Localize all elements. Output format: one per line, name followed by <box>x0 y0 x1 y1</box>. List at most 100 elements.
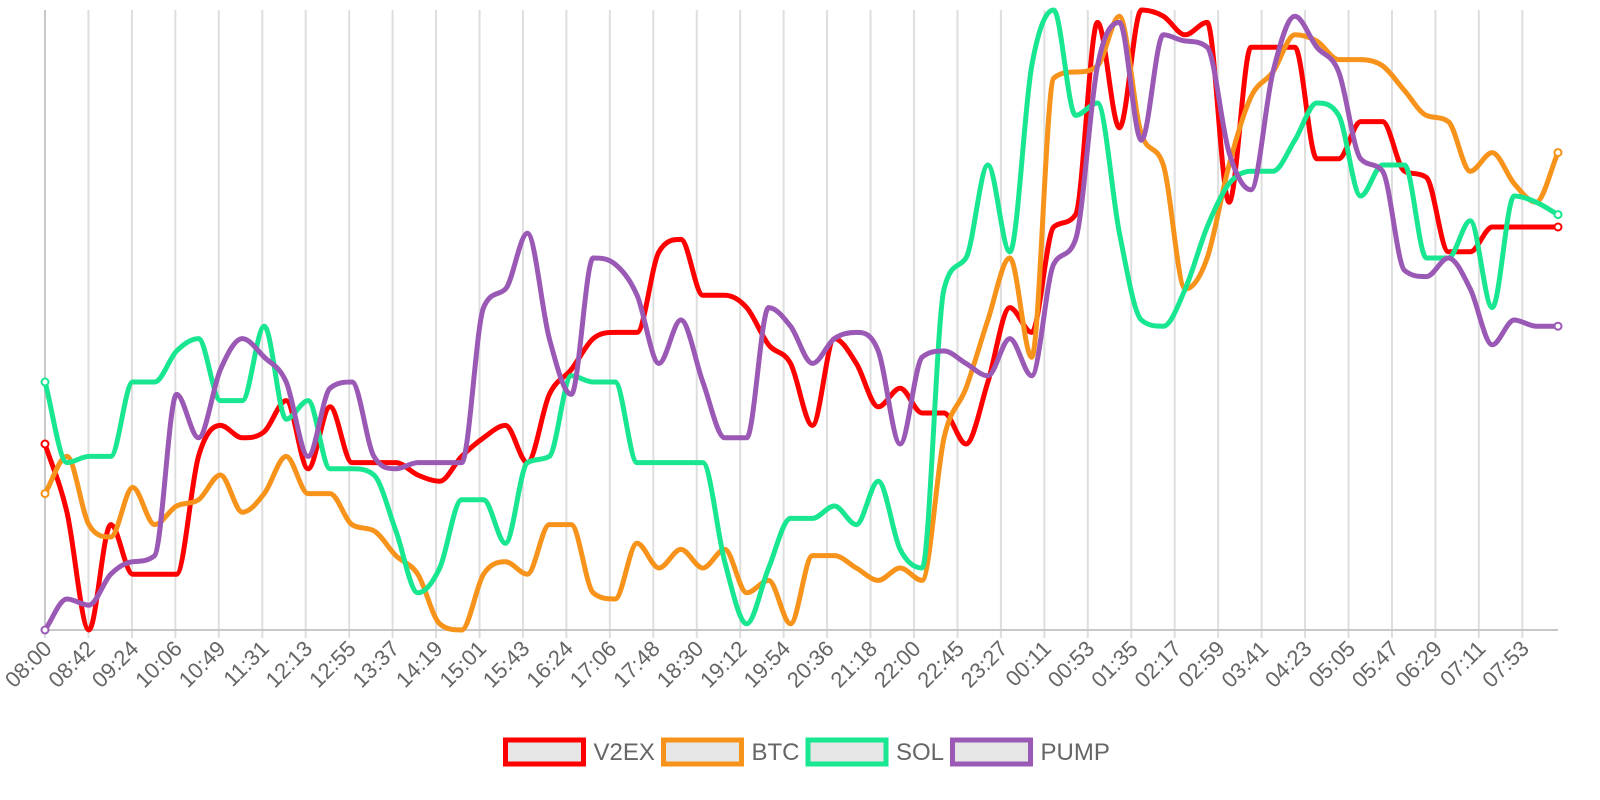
data-point <box>415 472 420 478</box>
x-tick-label: 08:00 <box>0 636 57 693</box>
legend-swatch <box>950 737 1033 767</box>
data-point <box>832 336 837 341</box>
data-point <box>678 317 684 323</box>
x-tick-label: 01:35 <box>1086 636 1143 693</box>
legend-item-v2ex[interactable]: V2EX <box>503 737 655 767</box>
legend-swatch <box>503 737 586 767</box>
data-point <box>897 547 903 552</box>
data-point <box>327 404 333 409</box>
data-point <box>371 472 377 478</box>
data-point <box>1314 156 1320 161</box>
data-point <box>1292 138 1298 143</box>
data-point <box>262 324 267 329</box>
data-point <box>415 572 420 577</box>
data-point <box>963 441 969 447</box>
data-point <box>64 596 70 602</box>
data-point <box>40 439 50 449</box>
data-point <box>612 379 618 385</box>
data-point <box>569 392 574 397</box>
data-point <box>1139 138 1144 143</box>
data-point <box>1490 224 1495 230</box>
data-point <box>590 590 596 595</box>
data-point <box>1380 119 1385 124</box>
x-tick-label: 23:27 <box>956 636 1013 693</box>
data-point <box>1511 317 1517 323</box>
data-point <box>876 479 881 484</box>
x-tick-label: 19:12 <box>695 636 752 693</box>
legend-item-btc[interactable]: BTC <box>661 737 800 767</box>
data-point <box>40 489 50 499</box>
data-point <box>1424 255 1429 261</box>
data-point <box>284 417 289 422</box>
data-point <box>40 625 50 635</box>
legend-item-pump[interactable]: PUMP <box>950 737 1110 767</box>
data-point <box>218 472 223 478</box>
data-point <box>1511 193 1517 199</box>
data-point <box>1336 57 1341 62</box>
data-point <box>1248 94 1254 100</box>
data-point <box>919 355 925 360</box>
data-point <box>985 373 991 378</box>
data-point <box>262 429 267 434</box>
data-point <box>985 379 991 385</box>
x-tick-label: 14:19 <box>391 636 448 693</box>
data-point <box>174 348 179 354</box>
series-v2ex <box>40 7 1563 633</box>
data-point <box>1226 162 1232 168</box>
data-point <box>1553 148 1563 158</box>
data-point <box>1139 7 1144 13</box>
data-point <box>634 330 640 335</box>
data-point <box>1533 200 1539 205</box>
data-point <box>481 572 486 577</box>
data-point <box>503 423 508 428</box>
data-point <box>349 379 355 385</box>
x-tick-label: 18:30 <box>652 636 709 693</box>
data-point <box>788 516 793 521</box>
data-point <box>393 466 399 471</box>
legend-label: V2EX <box>594 739 655 766</box>
data-point <box>503 559 508 564</box>
data-point <box>349 522 355 527</box>
legend-item-sol[interactable]: SOL <box>805 737 944 767</box>
data-point <box>1051 224 1056 230</box>
data-point <box>547 336 552 341</box>
legend-swatch <box>805 737 889 767</box>
x-tick-label: 07:11 <box>1435 636 1490 691</box>
data-point <box>349 466 355 471</box>
data-point <box>1073 212 1078 217</box>
data-point <box>327 386 333 391</box>
data-point <box>393 460 399 465</box>
data-point <box>459 460 464 465</box>
x-tick-label: 05:05 <box>1303 636 1360 693</box>
data-point <box>1336 156 1341 161</box>
data-point <box>678 547 684 552</box>
data-point <box>1095 63 1100 68</box>
grid <box>44 10 1524 638</box>
data-point <box>634 460 640 465</box>
data-point <box>1424 113 1429 118</box>
data-point <box>196 454 201 459</box>
data-point <box>1117 14 1122 19</box>
data-point <box>1270 45 1276 50</box>
data-point <box>1490 305 1495 310</box>
data-point <box>634 541 640 546</box>
data-point <box>152 553 157 558</box>
x-tick-label: 10:49 <box>174 636 231 693</box>
data-point <box>1117 20 1122 25</box>
data-point <box>1358 193 1363 199</box>
x-tick-label: 00:11 <box>1000 636 1055 691</box>
data-point <box>481 435 486 440</box>
data-point <box>1424 274 1429 279</box>
data-point <box>722 293 727 298</box>
data-point <box>240 398 245 403</box>
data-point <box>612 596 618 602</box>
data-point <box>459 627 464 633</box>
data-point <box>196 336 201 341</box>
data-point <box>64 454 70 459</box>
data-point <box>130 572 135 577</box>
data-point <box>1117 231 1122 236</box>
x-tick-label: 06:29 <box>1390 636 1447 693</box>
data-point <box>1468 286 1473 292</box>
data-point <box>437 460 442 465</box>
